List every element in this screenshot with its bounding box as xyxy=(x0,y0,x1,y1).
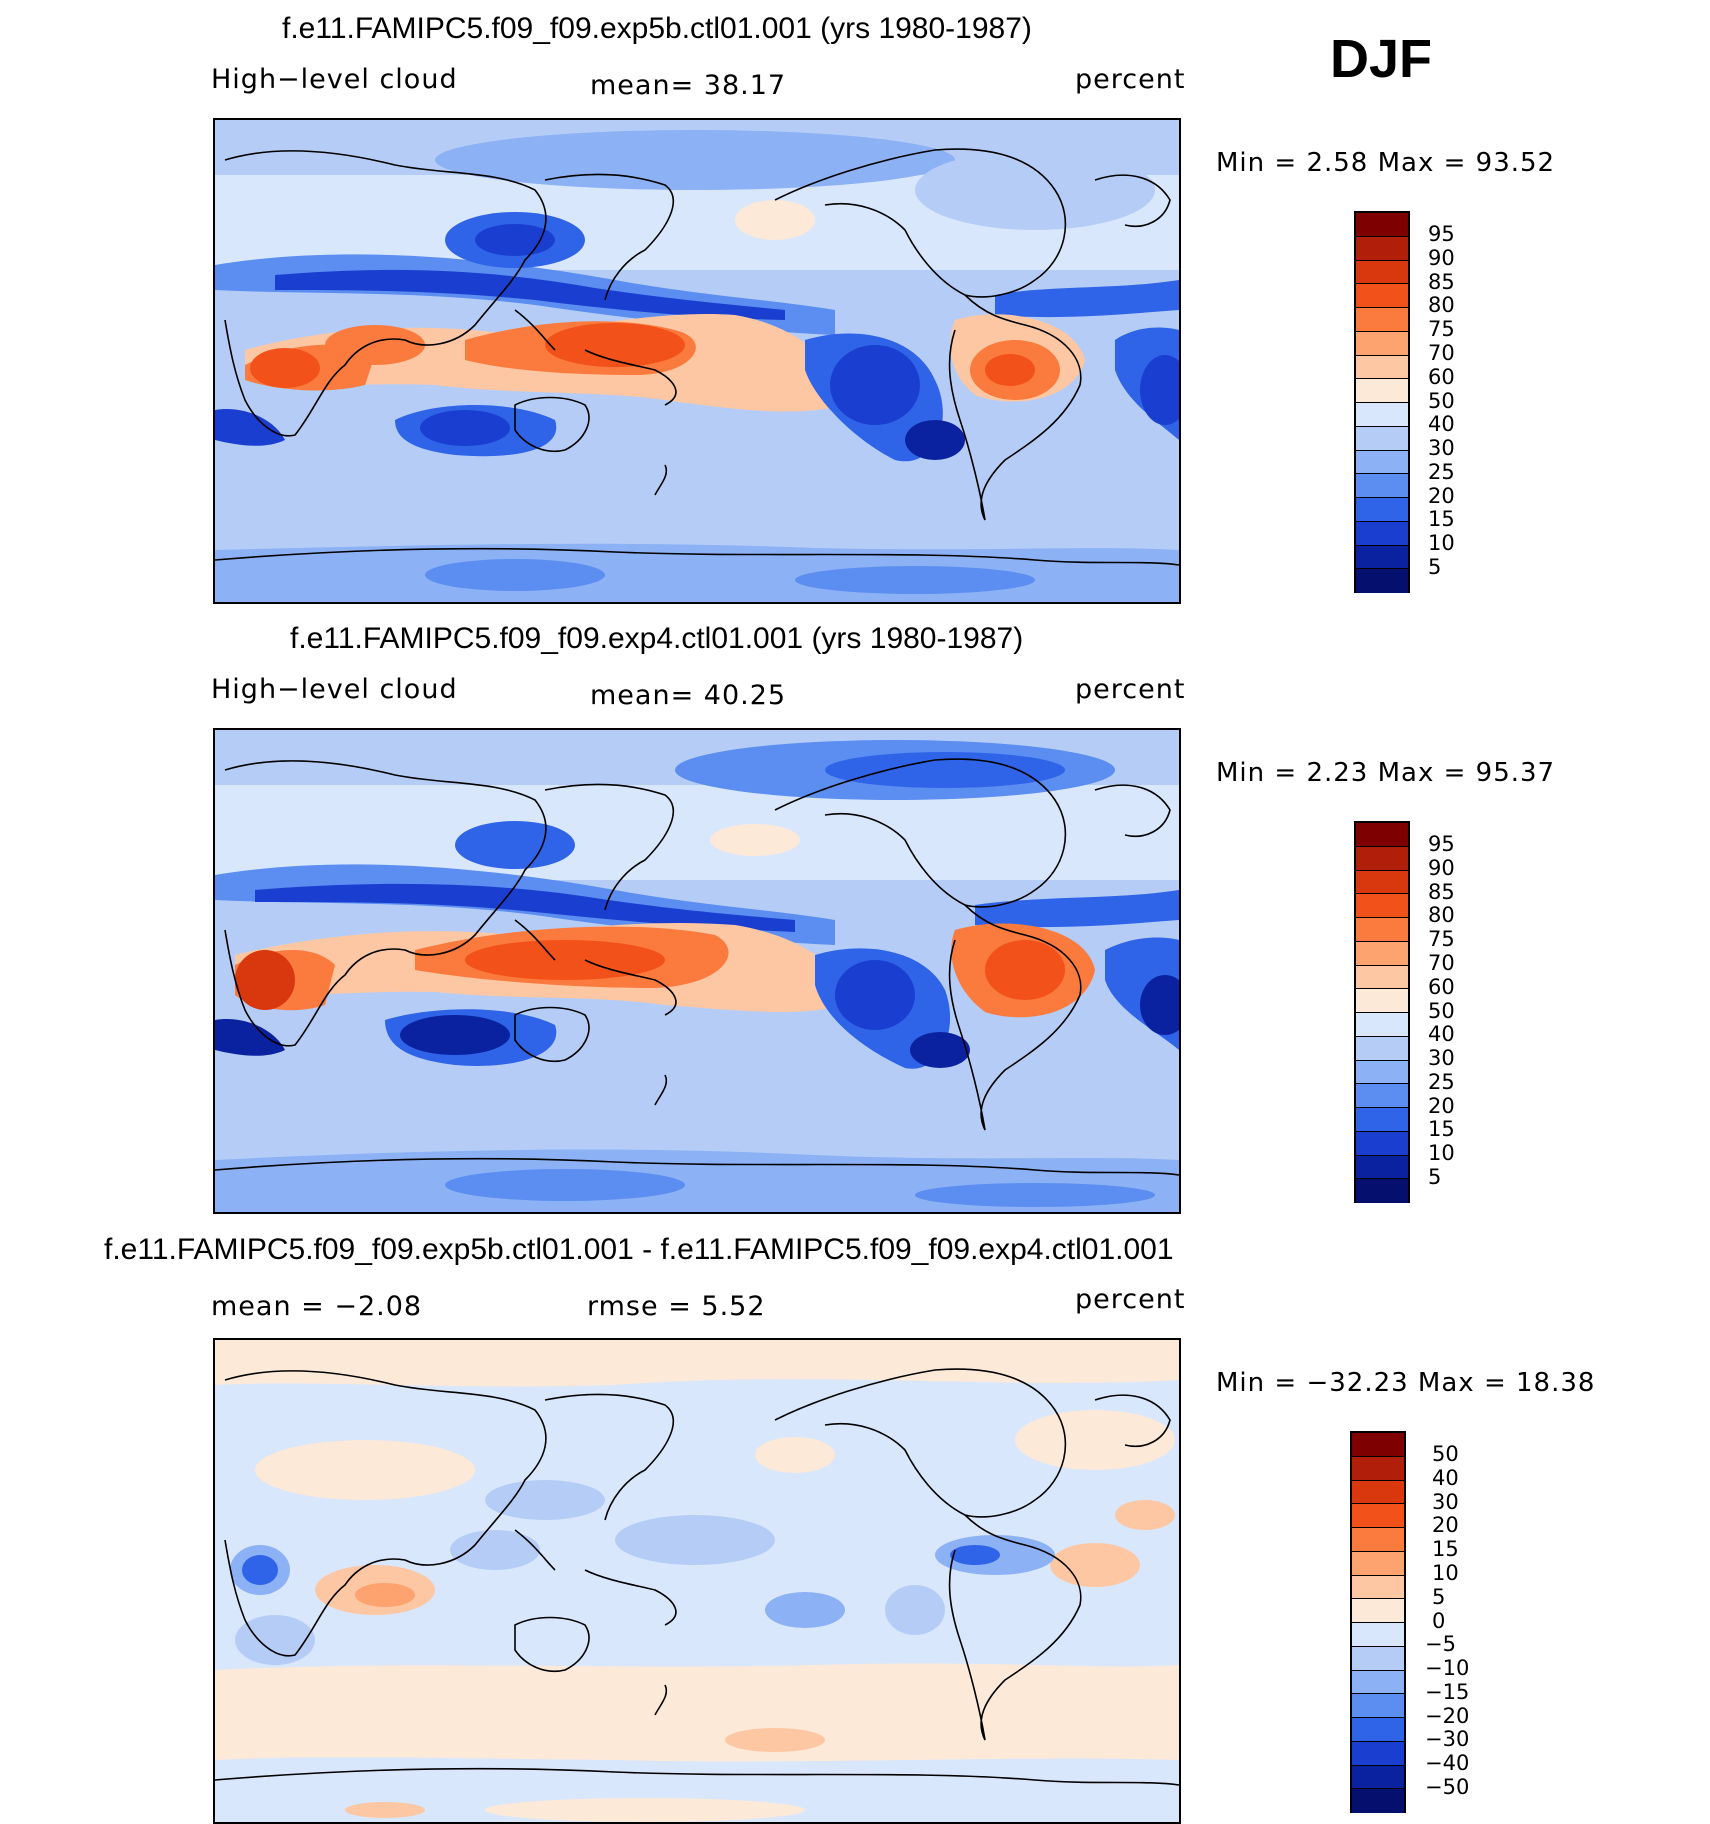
colorbar-tick-label: 10 xyxy=(1432,1561,1459,1585)
colorbar-tick-label: 75 xyxy=(1428,927,1455,951)
colorbar-tick-label: 50 xyxy=(1428,999,1455,1023)
colorbar-tick-label: 30 xyxy=(1432,1490,1459,1514)
colorbar-tick-label: 15 xyxy=(1428,507,1455,531)
mean-value: mean= 40.25 xyxy=(590,680,787,711)
colorbar-tick-label: −15 xyxy=(1425,1680,1470,1704)
colorbar-tick-label: 25 xyxy=(1428,1070,1455,1094)
colorbar-tick-label: 40 xyxy=(1428,412,1455,436)
colorbar-tick-label: 15 xyxy=(1432,1537,1459,1561)
colorbar-tick-label: 5 xyxy=(1428,1165,1442,1189)
min-max-label: Min = −32.23 Max = 18.38 xyxy=(1216,1368,1596,1398)
variable-label: High−level cloud xyxy=(211,64,458,95)
colorbar-tick-label: 85 xyxy=(1428,880,1455,904)
colorbar-tick-label: −5 xyxy=(1425,1632,1456,1656)
colorbar-tick-label: 60 xyxy=(1428,365,1455,389)
colorbar-tick-label: 50 xyxy=(1432,1442,1459,1466)
panel-title: f.e11.FAMIPC5.f09_f09.exp5b.ctl01.001 - … xyxy=(104,1233,1174,1266)
colorbar-tick-label: −40 xyxy=(1425,1751,1470,1775)
season-label: DJF xyxy=(1330,29,1433,89)
colorbar-tick-label: 95 xyxy=(1428,832,1455,856)
colorbar-tick-label: 15 xyxy=(1428,1117,1455,1141)
colorbar-tick-label: −20 xyxy=(1425,1704,1470,1728)
panel-title: f.e11.FAMIPC5.f09_f09.exp4.ctl01.001 (yr… xyxy=(290,622,1024,655)
colorbar-tick-label: −50 xyxy=(1425,1775,1470,1799)
cloud-map xyxy=(213,118,1181,604)
colorbar-tick-label: 30 xyxy=(1428,436,1455,460)
cloud-map xyxy=(213,728,1181,1214)
variable-label: High−level cloud xyxy=(211,674,458,705)
colorbar-tick-label: −10 xyxy=(1425,1656,1470,1680)
colorbar-tick-label: 70 xyxy=(1428,341,1455,365)
colorbar xyxy=(1354,821,1410,1203)
colorbar-tick-label: 20 xyxy=(1432,1513,1459,1537)
units-label: percent xyxy=(1075,1284,1186,1315)
colorbar-tick-label: 20 xyxy=(1428,1094,1455,1118)
colorbar-tick-label: 90 xyxy=(1428,246,1455,270)
rmse-value: rmse = 5.52 xyxy=(587,1291,766,1322)
colorbar-tick-label: 40 xyxy=(1432,1466,1459,1490)
colorbar xyxy=(1354,211,1410,593)
colorbar-tick-label: 95 xyxy=(1428,222,1455,246)
mean-value: mean = −2.08 xyxy=(211,1291,423,1322)
colorbar-tick-label: 5 xyxy=(1428,555,1442,579)
colorbar-tick-label: 10 xyxy=(1428,531,1455,555)
colorbar-tick-label: 25 xyxy=(1428,460,1455,484)
colorbar-tick-label: 75 xyxy=(1428,317,1455,341)
colorbar-tick-label: 90 xyxy=(1428,856,1455,880)
colorbar-tick-label: 40 xyxy=(1428,1022,1455,1046)
colorbar-tick-label: 5 xyxy=(1432,1585,1446,1609)
colorbar-tick-label: 80 xyxy=(1428,903,1455,927)
colorbar-tick-label: 80 xyxy=(1428,293,1455,317)
colorbar-tick-label: 30 xyxy=(1428,1046,1455,1070)
colorbar-tick-label: 70 xyxy=(1428,951,1455,975)
colorbar-tick-label: 0 xyxy=(1432,1609,1446,1633)
colorbar xyxy=(1350,1431,1406,1813)
min-max-label: Min = 2.58 Max = 93.52 xyxy=(1216,148,1556,178)
colorbar-tick-label: 10 xyxy=(1428,1141,1455,1165)
min-max-label: Min = 2.23 Max = 95.37 xyxy=(1216,758,1556,788)
colorbar-tick-label: 60 xyxy=(1428,975,1455,999)
colorbar-tick-label: 20 xyxy=(1428,484,1455,508)
units-label: percent xyxy=(1075,674,1186,705)
mean-value: mean= 38.17 xyxy=(590,70,787,101)
units-label: percent xyxy=(1075,64,1186,95)
colorbar-tick-label: 50 xyxy=(1428,389,1455,413)
colorbar-tick-label: 85 xyxy=(1428,270,1455,294)
colorbar-tick-label: −30 xyxy=(1425,1727,1470,1751)
panel-title: f.e11.FAMIPC5.f09_f09.exp5b.ctl01.001 (y… xyxy=(282,12,1032,45)
difference-map xyxy=(213,1338,1181,1824)
